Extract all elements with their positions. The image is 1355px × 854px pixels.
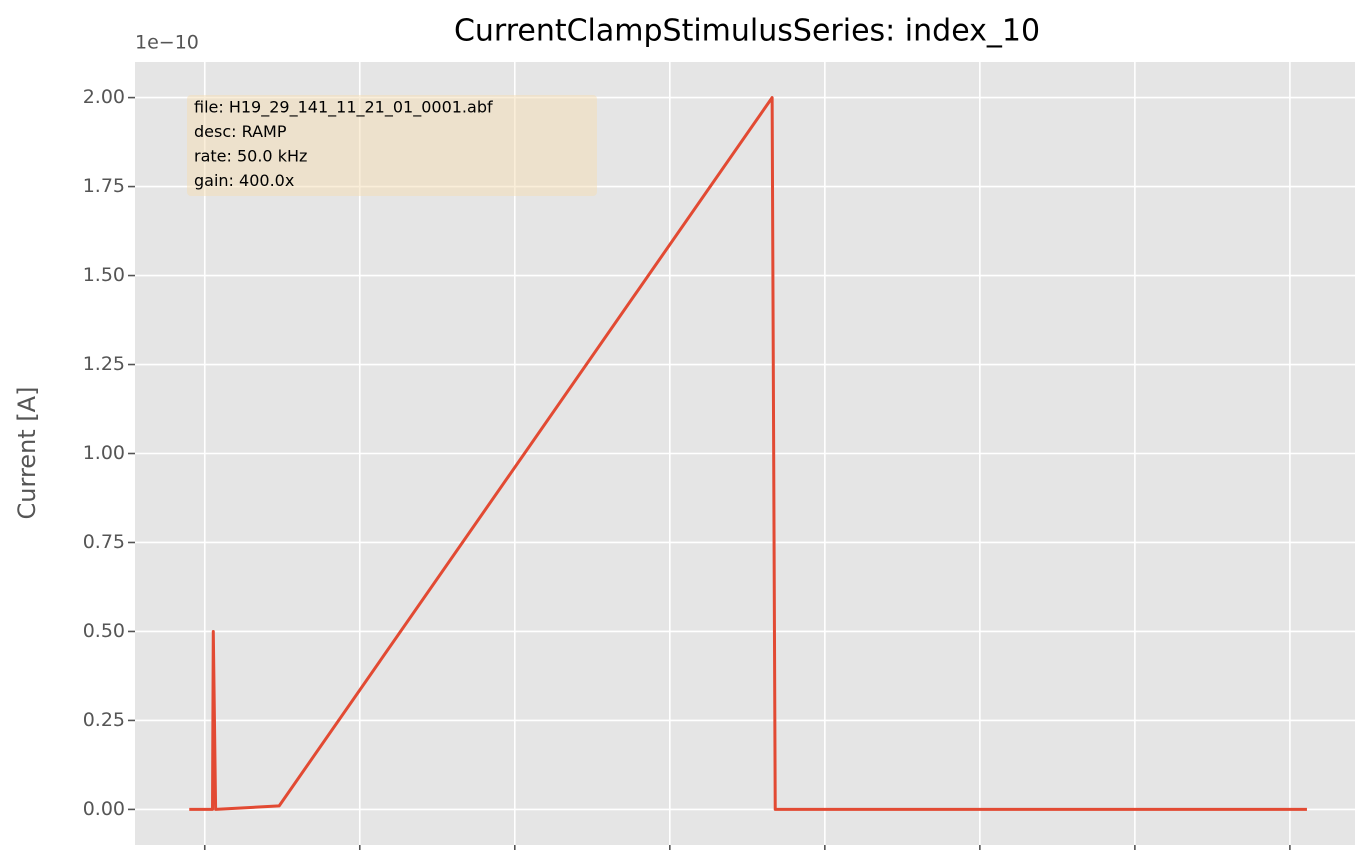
- y-tick-label: 0.25: [83, 709, 125, 731]
- y-tick-label: 0.50: [83, 620, 125, 642]
- annotation-line: gain: 400.0x: [194, 171, 294, 190]
- y-tick-label: 0.00: [83, 798, 125, 820]
- annotation: file: H19_29_141_11_21_01_0001.abf desc: …: [194, 98, 493, 191]
- annotation-line: rate: 50.0 kHz: [194, 147, 307, 166]
- y-tick-label: 0.75: [83, 531, 125, 553]
- annotation-box: [187, 95, 597, 196]
- y-tick-label: 1.75: [83, 175, 125, 197]
- y-tick-label: 1.50: [83, 264, 125, 286]
- y-tick-label: 1.00: [83, 442, 125, 464]
- annotation-line: desc: RAMP: [194, 122, 287, 141]
- annotation-line: file: H19_29_141_11_21_01_0001.abf: [194, 98, 493, 118]
- line-series: [189, 96, 1307, 811]
- y-axis-label: Current [A]: [13, 387, 41, 520]
- chart-title: CurrentClampStimulusSeries: index_10: [454, 14, 1040, 49]
- y-tick-label: 1.25: [83, 353, 125, 375]
- marks: [189, 96, 1307, 811]
- y-tick-label: 2.00: [83, 86, 125, 108]
- y-offset-label: 1e−10: [135, 32, 199, 54]
